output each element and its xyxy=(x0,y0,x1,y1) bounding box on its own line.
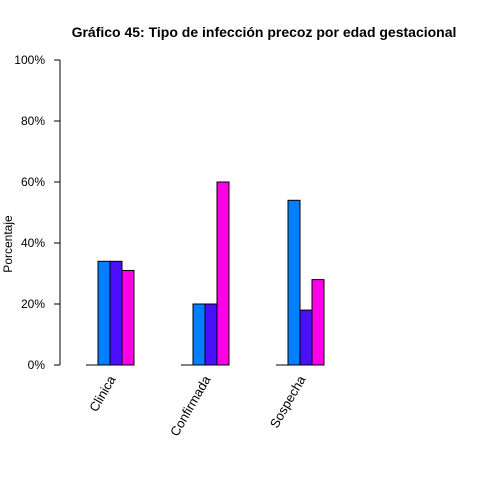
y-tick-label: 60% xyxy=(21,175,45,189)
category-label: Confirmada xyxy=(167,372,214,438)
y-tick-label: 0% xyxy=(28,358,46,372)
bar xyxy=(299,309,313,366)
bar xyxy=(121,269,135,366)
y-axis-label: Porcentaje xyxy=(1,215,15,273)
bars xyxy=(86,181,325,366)
x-axis-labels: Clinica Confirmada Sospecha xyxy=(86,372,309,438)
bar-group-confirmada xyxy=(181,181,230,366)
bar xyxy=(311,279,325,366)
y-tick-label: 80% xyxy=(21,114,45,128)
bar xyxy=(192,303,206,366)
bar xyxy=(97,260,111,366)
y-tick-label: 40% xyxy=(21,236,45,250)
bar-group-clinica xyxy=(86,260,135,366)
bar xyxy=(216,181,230,366)
category-label: Clinica xyxy=(86,372,119,414)
category-label: Sospecha xyxy=(267,372,309,430)
bar-group-sospecha xyxy=(276,199,325,366)
bar xyxy=(287,199,301,366)
chart-title: Gráfico 45: Tipo de infección precoz por… xyxy=(72,24,457,40)
y-tick-label: 20% xyxy=(21,297,45,311)
bar xyxy=(204,303,218,366)
bar xyxy=(109,260,123,366)
y-tick-label: 100% xyxy=(14,53,45,67)
y-axis: 0% 20% 40% 60% 80% 100% xyxy=(14,53,61,372)
